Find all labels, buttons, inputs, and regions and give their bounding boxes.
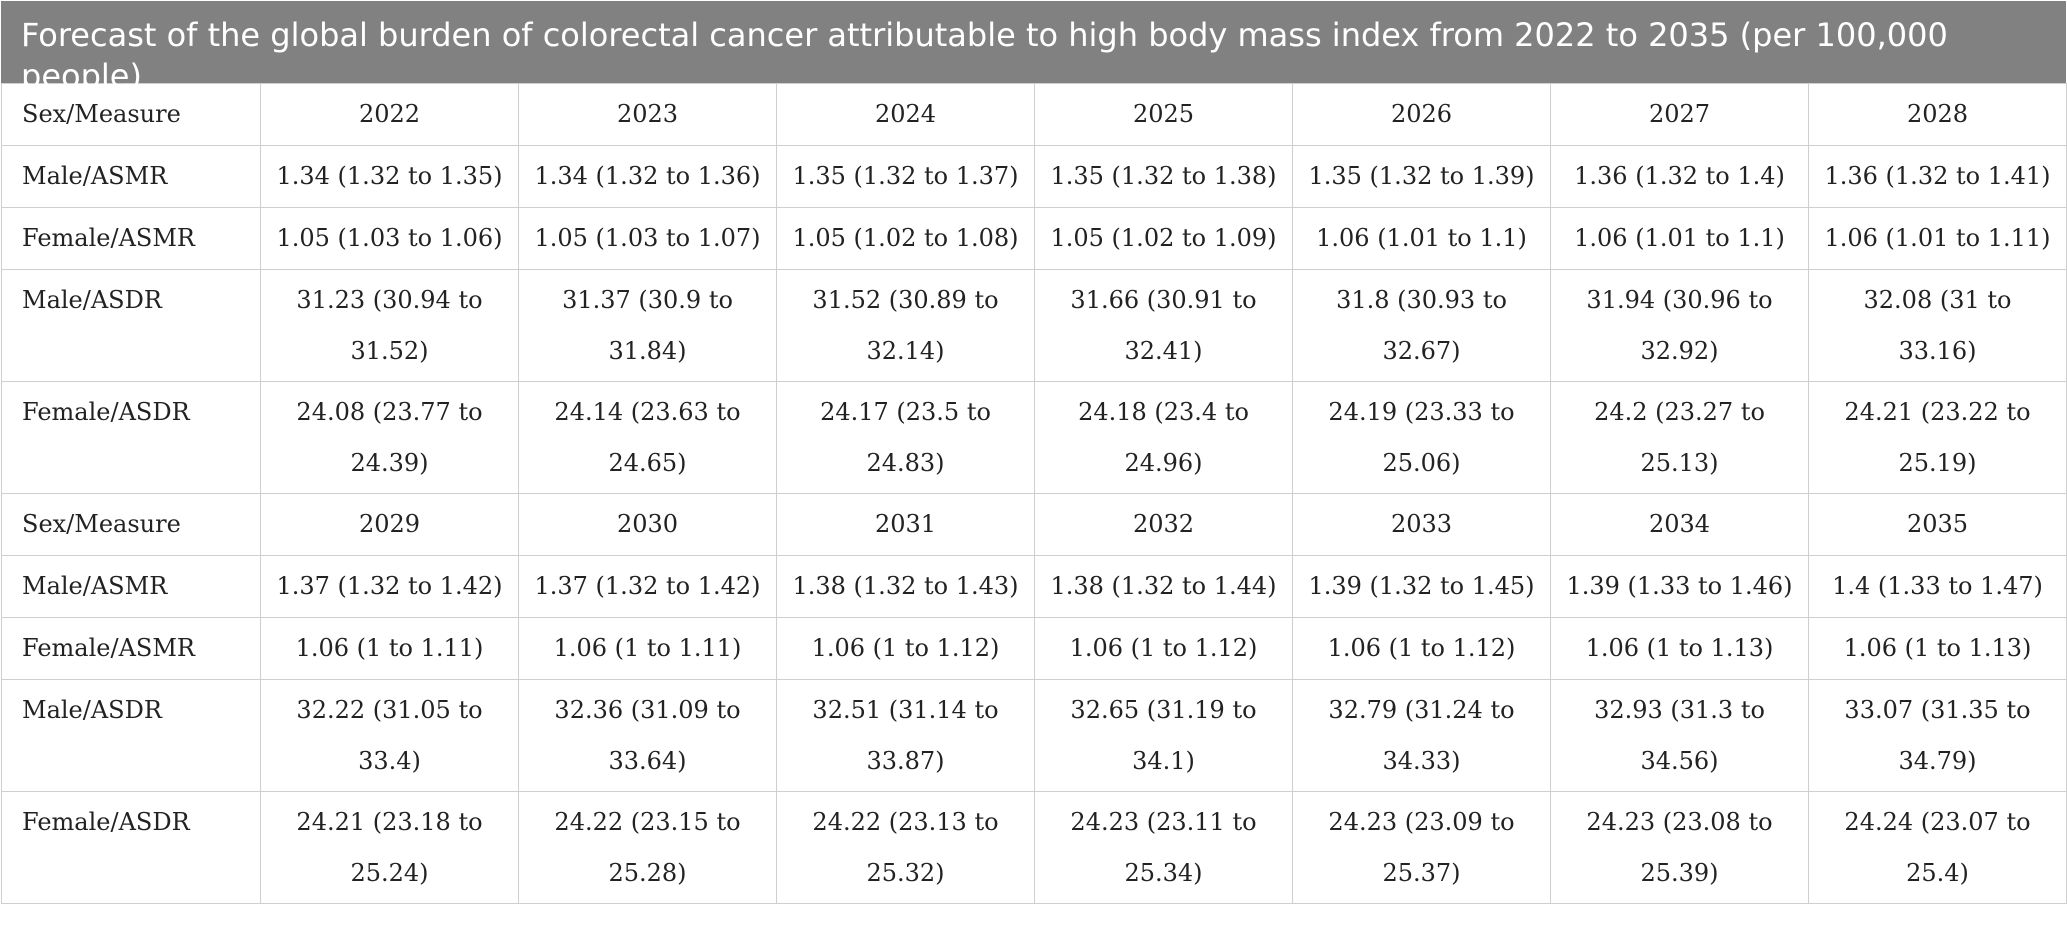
value-cell: 1.06 (1 to 1.12) <box>1034 617 1293 680</box>
header-cell-year: 2025 <box>1034 83 1293 146</box>
row-label-cell: Male/ASDR <box>1 679 261 792</box>
value-cell: 32.79 (31.24 to 34.33) <box>1292 679 1551 792</box>
value-cell: 24.18 (23.4 to 24.96) <box>1034 381 1293 494</box>
header-cell-year: 2030 <box>518 493 777 556</box>
row-label-cell: Female/ASMR <box>1 617 261 680</box>
value-cell: 31.23 (30.94 to 31.52) <box>260 269 519 382</box>
value-cell: 1.36 (1.32 to 1.4) <box>1550 145 1809 208</box>
value-cell: 31.37 (30.9 to 31.84) <box>518 269 777 382</box>
value-cell: 32.51 (31.14 to 33.87) <box>776 679 1035 792</box>
value-cell: 32.08 (31 to 33.16) <box>1808 269 2067 382</box>
value-cell: 1.37 (1.32 to 1.42) <box>260 555 519 618</box>
value-cell: 24.21 (23.18 to 25.24) <box>260 791 519 904</box>
header-cell-year: 2029 <box>260 493 519 556</box>
value-cell: 1.05 (1.03 to 1.07) <box>518 207 777 270</box>
value-cell: 1.06 (1 to 1.11) <box>260 617 519 680</box>
row-label-cell: Male/ASDR <box>1 269 261 382</box>
row-label-cell: Female/ASDR <box>1 791 261 904</box>
value-cell: 1.38 (1.32 to 1.44) <box>1034 555 1293 618</box>
value-cell: 1.05 (1.02 to 1.08) <box>776 207 1035 270</box>
value-cell: 24.14 (23.63 to 24.65) <box>518 381 777 494</box>
value-cell: 1.35 (1.32 to 1.37) <box>776 145 1035 208</box>
value-cell: 1.39 (1.33 to 1.46) <box>1550 555 1809 618</box>
value-cell: 24.23 (23.09 to 25.37) <box>1292 791 1551 904</box>
value-cell: 24.17 (23.5 to 24.83) <box>776 381 1035 494</box>
value-cell: 31.52 (30.89 to 32.14) <box>776 269 1035 382</box>
header-cell-year: 2022 <box>260 83 519 146</box>
value-cell: 33.07 (31.35 to 34.79) <box>1808 679 2067 792</box>
header-cell-year: 2031 <box>776 493 1035 556</box>
table-row: Male/ASDR 32.22 (31.05 to 33.4) 32.36 (31.… <box>1 679 2067 792</box>
value-cell: 1.06 (1.01 to 1.11) <box>1808 207 2067 270</box>
table-row: Male/ASMR 1.34 (1.32 to 1.35) 1.34 (1.32 t… <box>1 145 2067 208</box>
value-cell: 1.06 (1.01 to 1.1) <box>1292 207 1551 270</box>
value-cell: 1.06 (1.01 to 1.1) <box>1550 207 1809 270</box>
value-cell: 1.34 (1.32 to 1.36) <box>518 145 777 208</box>
value-cell: 31.8 (30.93 to 32.67) <box>1292 269 1551 382</box>
table-row: Male/ASMR 1.37 (1.32 to 1.42) 1.37 (1.32 t… <box>1 555 2067 618</box>
value-cell: 31.66 (30.91 to 32.41) <box>1034 269 1293 382</box>
value-cell: 1.35 (1.32 to 1.38) <box>1034 145 1293 208</box>
table-row: Female/ASDR 24.21 (23.18 to 25.24) 24.22 (… <box>1 791 2067 904</box>
value-cell: 32.36 (31.09 to 33.64) <box>518 679 777 792</box>
header-cell-year: 2035 <box>1808 493 2067 556</box>
value-cell: 24.2 (23.27 to 25.13) <box>1550 381 1809 494</box>
row-label-cell: Female/ASDR <box>1 381 261 494</box>
value-cell: 1.39 (1.32 to 1.45) <box>1292 555 1551 618</box>
header-row: Sex/Measure 2029 2030 2031 2032 2033 2034 2035 <box>1 493 2067 556</box>
value-cell: 24.19 (23.33 to 25.06) <box>1292 381 1551 494</box>
header-row: Sex/Measure 2022 2023 2024 2025 2026 2027 2028 <box>1 83 2067 146</box>
value-cell: 1.06 (1 to 1.11) <box>518 617 777 680</box>
value-cell: 31.94 (30.96 to 32.92) <box>1550 269 1809 382</box>
table-row: Male/ASDR 31.23 (30.94 to 31.52) 31.37 (30… <box>1 269 2067 382</box>
value-cell: 32.22 (31.05 to 33.4) <box>260 679 519 792</box>
header-cell-year: 2033 <box>1292 493 1551 556</box>
header-cell-label: Sex/Measure <box>1 493 261 556</box>
header-cell-year: 2024 <box>776 83 1035 146</box>
value-cell: 1.05 (1.03 to 1.06) <box>260 207 519 270</box>
header-cell-label: Sex/Measure <box>1 83 261 146</box>
value-cell: 24.22 (23.15 to 25.28) <box>518 791 777 904</box>
value-cell: 1.06 (1 to 1.12) <box>776 617 1035 680</box>
table-row: Female/ASDR 24.08 (23.77 to 24.39) 24.14 (… <box>1 381 2067 494</box>
value-cell: 1.06 (1 to 1.13) <box>1808 617 2067 680</box>
value-cell: 24.21 (23.22 to 25.19) <box>1808 381 2067 494</box>
value-cell: 1.34 (1.32 to 1.35) <box>260 145 519 208</box>
table-row: Female/ASMR 1.05 (1.03 to 1.06) 1.05 (1.03… <box>1 207 2067 270</box>
row-label-cell: Male/ASMR <box>1 555 261 618</box>
header-cell-year: 2028 <box>1808 83 2067 146</box>
value-cell: 1.06 (1 to 1.12) <box>1292 617 1551 680</box>
value-cell: 32.65 (31.19 to 34.1) <box>1034 679 1293 792</box>
row-label-cell: Female/ASMR <box>1 207 261 270</box>
row-label-cell: Male/ASMR <box>1 145 261 208</box>
value-cell: 1.35 (1.32 to 1.39) <box>1292 145 1551 208</box>
value-cell: 24.23 (23.11 to 25.34) <box>1034 791 1293 904</box>
value-cell: 24.24 (23.07 to 25.4) <box>1808 791 2067 904</box>
table-row: Female/ASMR 1.06 (1 to 1.11) 1.06 (1 to 1.… <box>1 617 2067 680</box>
value-cell: 1.38 (1.32 to 1.43) <box>776 555 1035 618</box>
header-cell-year: 2023 <box>518 83 777 146</box>
value-cell: 1.05 (1.02 to 1.09) <box>1034 207 1293 270</box>
header-cell-year: 2034 <box>1550 493 1809 556</box>
value-cell: 1.06 (1 to 1.13) <box>1550 617 1809 680</box>
value-cell: 24.22 (23.13 to 25.32) <box>776 791 1035 904</box>
value-cell: 24.08 (23.77 to 24.39) <box>260 381 519 494</box>
value-cell: 1.4 (1.33 to 1.47) <box>1808 555 2067 618</box>
header-cell-year: 2026 <box>1292 83 1551 146</box>
value-cell: 1.36 (1.32 to 1.41) <box>1808 145 2067 208</box>
value-cell: 24.23 (23.08 to 25.39) <box>1550 791 1809 904</box>
value-cell: 1.37 (1.32 to 1.42) <box>518 555 777 618</box>
value-cell: 32.93 (31.3 to 34.56) <box>1550 679 1809 792</box>
table-caption: Forecast of the global burden of colorec… <box>1 1 2066 95</box>
forecast-table: Sex/Measure 2022 2023 2024 2025 2026 2027 2028 M… <box>1 83 2067 904</box>
header-cell-year: 2032 <box>1034 493 1293 556</box>
header-cell-year: 2027 <box>1550 83 1809 146</box>
table-container: Forecast of the global burden of colorec… <box>1 1 2067 904</box>
